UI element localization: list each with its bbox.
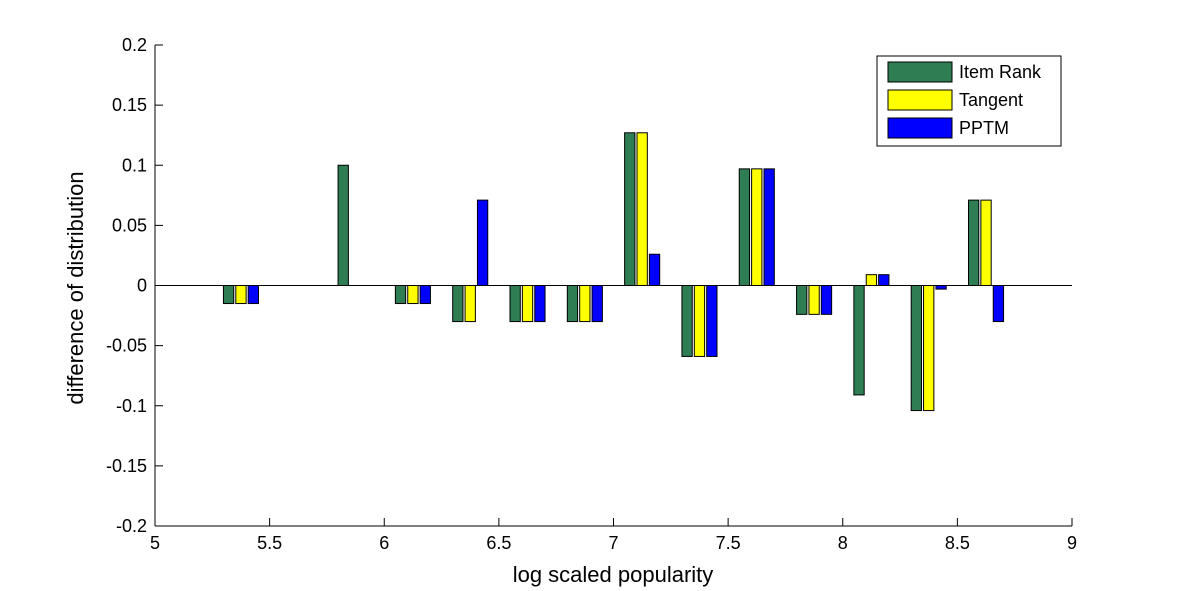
bar-tangent-3	[407, 285, 419, 305]
x-tick-label: 8	[838, 533, 848, 553]
x-tick-label: 6	[379, 533, 389, 553]
x-tick-label: 5.5	[257, 533, 282, 553]
bar-item-rank-0	[222, 285, 235, 305]
x-axis-label: log scaled popularity	[513, 562, 714, 587]
y-tick-label: -0.05	[106, 336, 147, 356]
bar-tangent-9	[751, 168, 763, 286]
bar-item-rank-7	[624, 132, 636, 286]
y-tick-label: 0	[137, 276, 147, 296]
bar-pptm-12	[935, 285, 947, 290]
legend: Item Rank Tangent PPTM	[876, 55, 1062, 147]
legend-swatch-item-rank	[887, 61, 953, 83]
x-tick-label: 6.5	[486, 533, 511, 553]
legend-label: Item Rank	[959, 62, 1042, 82]
y-axis-label: difference of distribution	[63, 171, 88, 404]
y-tick-label: -0.15	[106, 456, 147, 476]
x-tick-label: 8.5	[945, 533, 970, 553]
bar-tangent-7	[636, 132, 648, 286]
legend-label: PPTM	[959, 118, 1009, 138]
y-tick-label: 0.2	[122, 35, 147, 55]
bar-tangent-0	[235, 285, 247, 305]
bar-pptm-3	[419, 285, 431, 305]
bar-pptm-8	[706, 285, 718, 357]
bars-group	[222, 132, 1005, 412]
bar-tangent-4	[464, 285, 476, 323]
x-ticks-group: 5 5.5 6 6.5 7 7.5 8 8.5 9	[150, 518, 1077, 553]
bar-item-rank-3	[394, 285, 407, 305]
bar-pptm-9	[763, 168, 775, 286]
bar-pptm-5	[534, 285, 546, 323]
legend-swatch-tangent	[887, 89, 953, 111]
bar-pptm-4	[476, 199, 489, 286]
bar-pptm-6	[591, 285, 603, 323]
bar-tangent-8	[693, 285, 706, 357]
x-tick-label: 7	[608, 533, 618, 553]
bar-pptm-11	[878, 274, 890, 286]
y-ticks-group: -0.2 -0.15 -0.1 -0.05 0 0.05 0.1 0.15 0.2	[106, 35, 163, 536]
bar-pptm-13	[992, 285, 1005, 323]
bar-pptm-0	[247, 285, 260, 305]
x-tick-label: 7.5	[716, 533, 741, 553]
bar-item-rank-13	[967, 199, 980, 286]
legend-label: Tangent	[959, 90, 1023, 110]
bar-tangent-6	[579, 285, 591, 323]
y-tick-label: 0.15	[112, 95, 147, 115]
y-tick-label: 0.1	[122, 155, 147, 175]
x-tick-label: 5	[150, 533, 160, 553]
bar-tangent-12	[923, 285, 935, 412]
bar-tangent-11	[865, 274, 878, 286]
bar-item-rank-2	[337, 164, 349, 286]
bar-item-rank-11	[853, 285, 865, 396]
bar-item-rank-5	[509, 285, 521, 323]
bar-tangent-13	[980, 199, 992, 286]
bar-item-rank-4	[452, 285, 464, 323]
bar-item-rank-12	[910, 285, 922, 412]
bar-tangent-5	[521, 285, 534, 323]
bar-item-rank-8	[681, 285, 693, 357]
bar-item-rank-10	[796, 285, 808, 315]
x-tick-label: 9	[1067, 533, 1077, 553]
y-tick-label: -0.2	[116, 516, 147, 536]
bar-pptm-10	[820, 285, 833, 315]
bar-pptm-7	[648, 253, 661, 286]
legend-swatch-pptm	[887, 117, 953, 139]
y-tick-label: 0.05	[112, 215, 147, 235]
y-tick-label: -0.1	[116, 396, 147, 416]
bar-item-rank-9	[738, 168, 751, 286]
bar-tangent-10	[808, 285, 820, 315]
bar-item-rank-6	[566, 285, 579, 323]
